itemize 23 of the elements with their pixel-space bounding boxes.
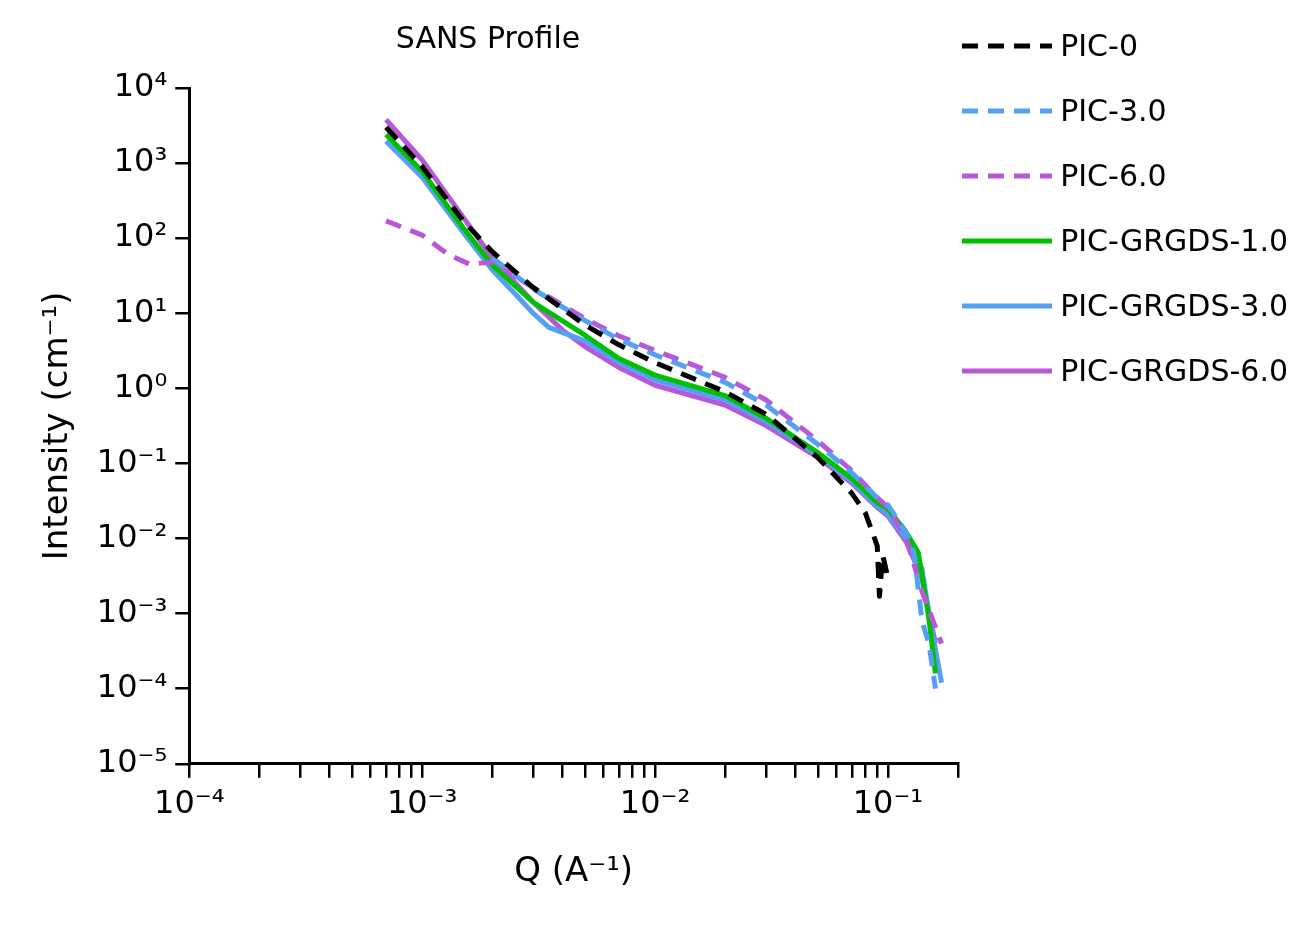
y-tick-label: 10⁻⁵ (96, 742, 168, 781)
y-tick-label: 10⁻³ (96, 591, 168, 630)
y-tick-label: 10⁻² (96, 516, 168, 555)
y-tick-label: 10³ (113, 141, 168, 180)
legend-label: PIC-6.0 (1060, 158, 1167, 193)
x-tick-label: 10⁻¹ (852, 783, 924, 822)
y-tick-label: 10⁻⁴ (96, 667, 168, 706)
legend-label: PIC-0 (1060, 28, 1138, 63)
x-tick-label: 10⁻⁴ (154, 783, 225, 822)
x-tick-label: 10⁻² (619, 783, 691, 822)
y-tick-label: 10⁴ (113, 66, 168, 105)
chart-title: SANS Profile (395, 19, 581, 55)
y-tick-label: 10⁰ (113, 366, 168, 405)
legend-label: PIC-3.0 (1060, 93, 1167, 128)
y-tick-label: 10¹ (113, 291, 168, 330)
y-axis-title: Intensity (cm⁻¹) (35, 291, 76, 561)
x-axis-title: Q (A⁻¹) (514, 849, 634, 890)
y-tick-label: 10² (113, 216, 168, 255)
x-tick-label: 10⁻³ (386, 783, 458, 822)
legend-label: PIC-GRGDS-3.0 (1060, 288, 1288, 323)
y-tick-label: 10⁻¹ (96, 441, 168, 480)
legend-label: PIC-GRGDS-6.0 (1060, 353, 1288, 388)
legend-label: PIC-GRGDS-1.0 (1060, 223, 1288, 258)
